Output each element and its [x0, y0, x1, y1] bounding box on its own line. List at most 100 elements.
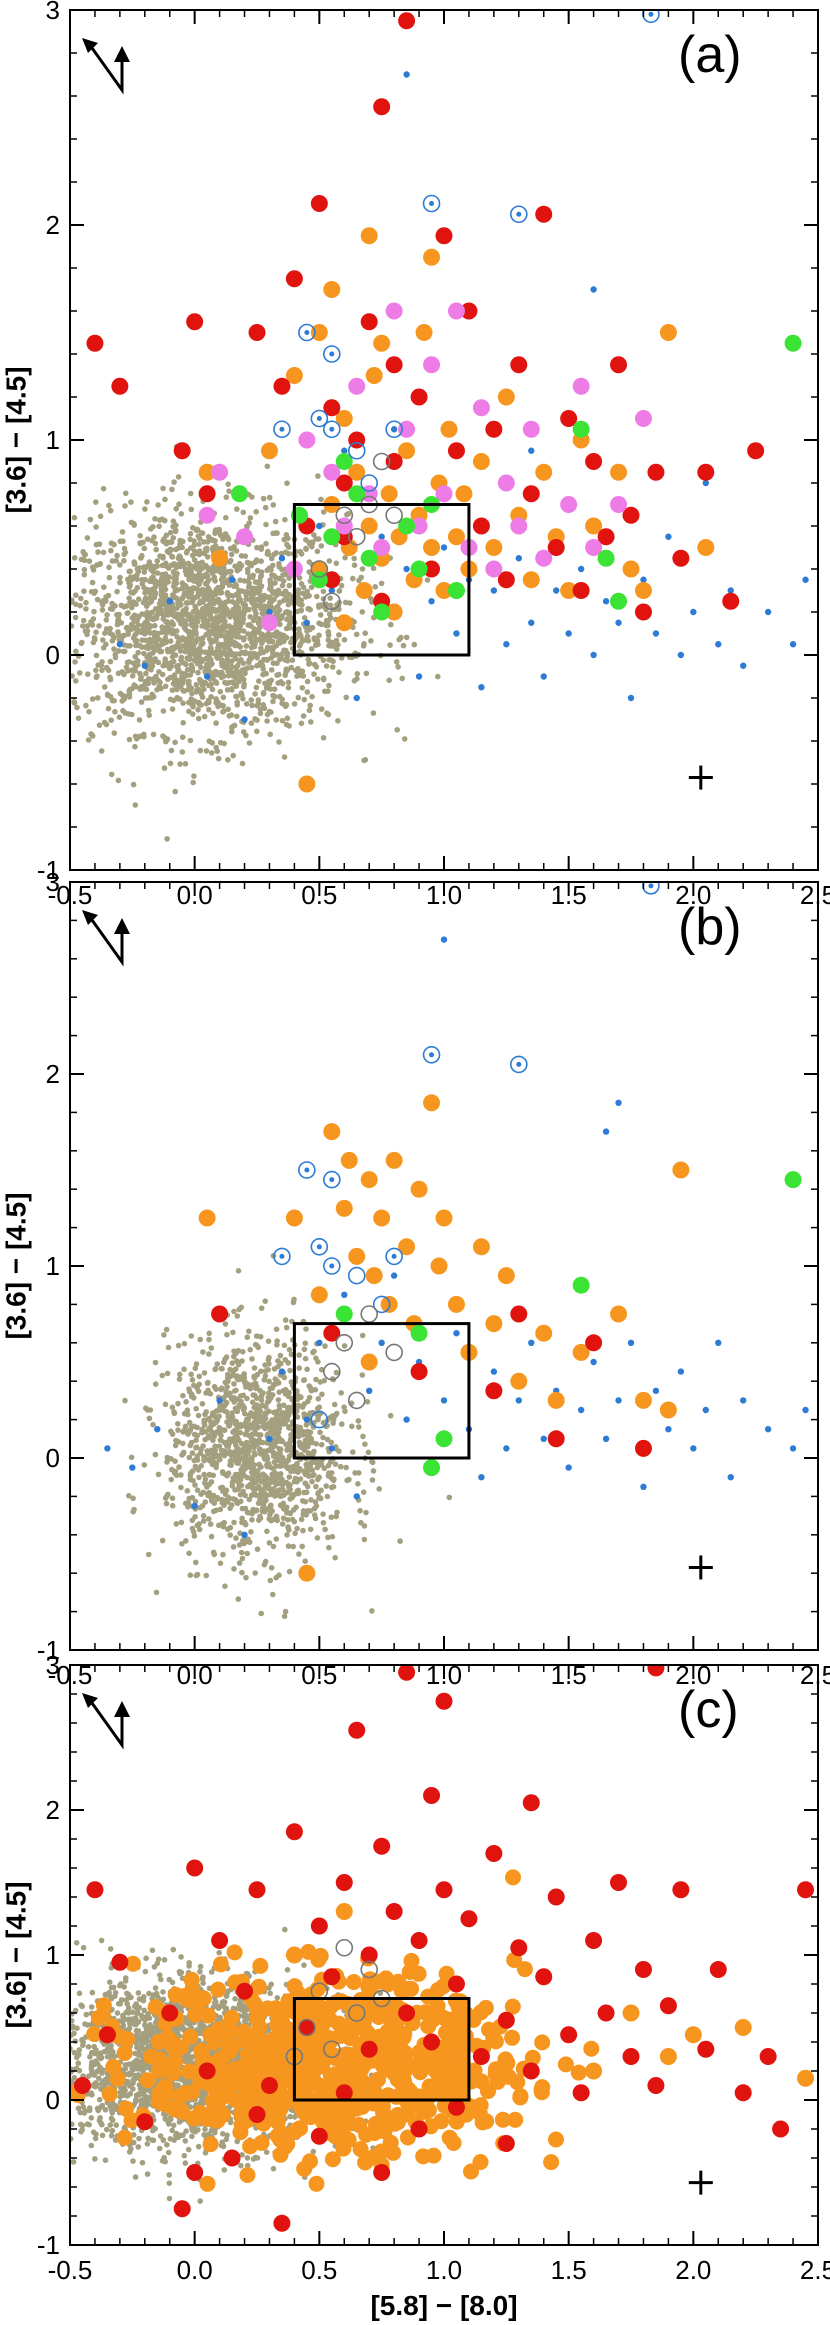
field-star-point [249, 1399, 256, 1405]
red-filled-point [722, 592, 740, 610]
blue-dot-point [652, 1387, 660, 1395]
field-star-point [260, 671, 266, 678]
field-star-point [279, 651, 285, 658]
field-star-point [71, 699, 77, 705]
orange-filled-point [659, 324, 677, 341]
blue-open-circle-point [372, 1295, 391, 1314]
field-star-point [276, 1402, 283, 1409]
field-star-point [234, 1313, 241, 1319]
blue-open-circle-point [322, 1170, 341, 1189]
field-star-point [213, 653, 220, 659]
field-star-point [172, 739, 178, 746]
field-star-point [225, 610, 231, 617]
orange-filled-point [485, 539, 503, 556]
field-star-point [274, 651, 280, 658]
field-star-point [187, 737, 194, 744]
field-star-point [84, 631, 90, 638]
field-star-point [260, 597, 267, 603]
field-star-point [273, 1414, 280, 1421]
field-star-point [134, 584, 141, 591]
y-tick-label: -1 [37, 1635, 60, 1665]
blue-dot-point [141, 662, 148, 669]
field-star-point [73, 648, 79, 655]
red-filled-point [248, 324, 266, 341]
field-star-point [265, 646, 272, 652]
field-star-point [295, 694, 302, 701]
field-star-point [296, 1551, 302, 1557]
blue-dot-point [690, 608, 697, 616]
field-star-point [206, 682, 212, 689]
field-star-point [117, 538, 124, 545]
field-star-point [189, 2133, 195, 2140]
field-star-point [286, 582, 293, 589]
selection-box [292, 503, 471, 657]
field-star-point [327, 595, 334, 601]
field-star-point [246, 740, 253, 746]
red-filled-point [535, 205, 553, 223]
field-star-point [307, 702, 314, 709]
field-star-point [284, 1405, 291, 1411]
field-star-point [151, 647, 158, 654]
field-star-point [298, 581, 305, 587]
field-star-point [144, 536, 151, 542]
orange-filled-point [335, 614, 353, 632]
field-star-point [96, 623, 102, 629]
field-star-point [126, 595, 132, 601]
field-star-point [326, 1544, 332, 1551]
field-star-point [291, 1296, 297, 1303]
field-star-point [93, 667, 99, 674]
field-star-point [315, 1396, 322, 1402]
field-star-point [263, 1411, 269, 1417]
field-star-point [223, 494, 230, 501]
field-star-point [152, 1985, 159, 1991]
field-star-point [318, 621, 325, 628]
field-star-point [119, 529, 126, 535]
field-star-point [182, 1500, 189, 1507]
field-star-point [218, 1437, 224, 1444]
field-star-point [228, 637, 234, 644]
field-star-point [225, 706, 231, 713]
field-star-point [267, 579, 274, 586]
blue-ring-center-dot [391, 426, 397, 432]
blue-ring-center-dot [304, 1167, 310, 1173]
blue-ring-center-dot [391, 1253, 397, 1259]
field-star-point [224, 634, 231, 641]
field-star-point [160, 2137, 167, 2143]
field-star-point [338, 1390, 345, 1396]
blue-dot-point [528, 619, 535, 626]
field-star-point [253, 1414, 260, 1421]
field-star-point [336, 632, 342, 638]
field-star-point [252, 559, 258, 566]
field-star-point [233, 1535, 239, 1541]
field-star-point [164, 646, 171, 653]
field-star-point [181, 1340, 188, 1347]
field-star-point [224, 1472, 230, 1479]
field-star-point [320, 657, 327, 664]
field-star-point [333, 1369, 340, 1376]
field-star-point [311, 532, 317, 538]
field-star-point [215, 642, 222, 648]
field-star-point [274, 1472, 281, 1478]
field-star-point [137, 533, 143, 539]
field-star-point [151, 594, 158, 601]
blue-dot-point [627, 1339, 635, 1347]
field-star-point [248, 664, 255, 671]
field-star-point [232, 1366, 239, 1372]
blue-dot-point [403, 71, 410, 78]
field-star-point [298, 720, 305, 727]
field-star-point [400, 642, 407, 649]
field-star-point [175, 561, 182, 568]
field-star-point [172, 652, 179, 658]
field-star-point [350, 1449, 356, 1455]
field-star-point [159, 576, 165, 582]
field-star-point [206, 699, 212, 706]
field-star-point [145, 680, 151, 687]
field-star-point [303, 1467, 310, 1473]
field-star-point [106, 564, 112, 571]
field-star-point [202, 679, 208, 686]
field-star-point [188, 506, 195, 513]
field-star-point [188, 569, 195, 576]
field-star-point [246, 520, 252, 526]
field-star-point [269, 1392, 276, 1398]
